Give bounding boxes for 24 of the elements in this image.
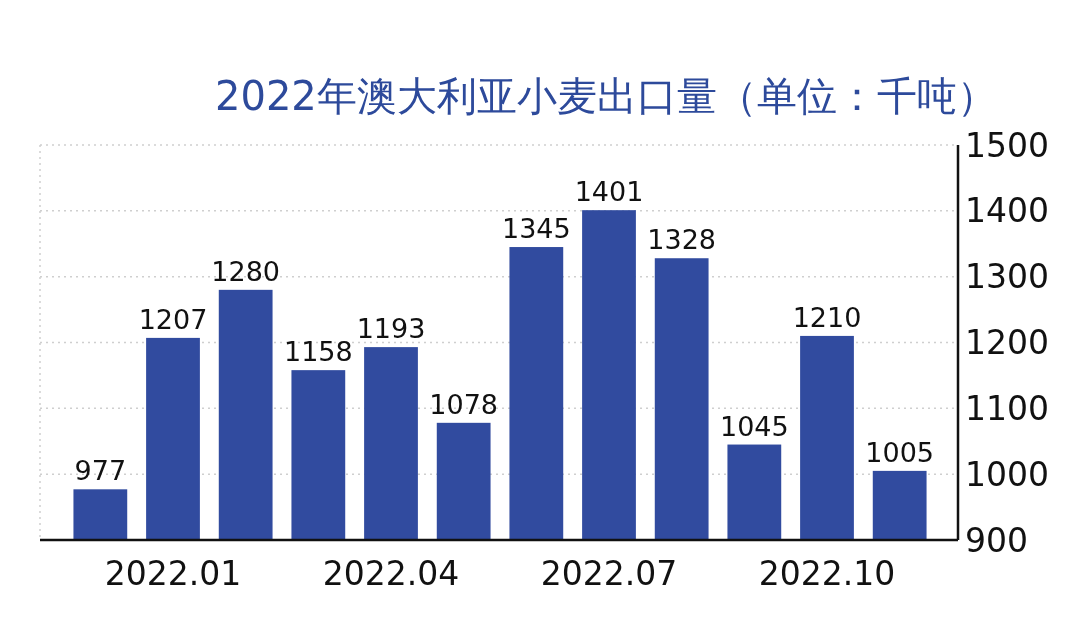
chart-title: 2022年澳大利亚小麦出口量（单位：千吨） bbox=[215, 73, 997, 119]
data-label: 1005 bbox=[865, 436, 935, 468]
x-tick-label: 2022.10 bbox=[758, 553, 896, 593]
data-label: 1280 bbox=[211, 255, 281, 287]
y-tick-label: 1400 bbox=[965, 191, 1049, 231]
data-label: 1158 bbox=[283, 336, 353, 368]
data-label: 1207 bbox=[138, 303, 208, 335]
data-label: 1345 bbox=[501, 213, 571, 245]
x-tick-label: 2022.07 bbox=[540, 553, 678, 593]
y-tick-label: 1100 bbox=[965, 388, 1049, 428]
data-label: 1328 bbox=[647, 224, 717, 256]
y-tick-label: 1000 bbox=[965, 454, 1049, 494]
data-label: 1210 bbox=[792, 301, 862, 333]
y-tick-label: 1200 bbox=[965, 323, 1049, 362]
y-tick-label: 1300 bbox=[965, 257, 1049, 297]
data-label: 1045 bbox=[719, 410, 789, 442]
data-label: 1078 bbox=[429, 388, 499, 420]
data-label: 1193 bbox=[356, 313, 426, 345]
x-tick-label: 2022.04 bbox=[322, 553, 460, 593]
y-tick-label: 900 bbox=[965, 520, 1028, 560]
data-label: 1401 bbox=[574, 176, 644, 208]
y-tick-label: 1500 bbox=[965, 125, 1049, 165]
data-label: 977 bbox=[74, 455, 127, 487]
x-tick-label: 2022.01 bbox=[104, 553, 242, 593]
